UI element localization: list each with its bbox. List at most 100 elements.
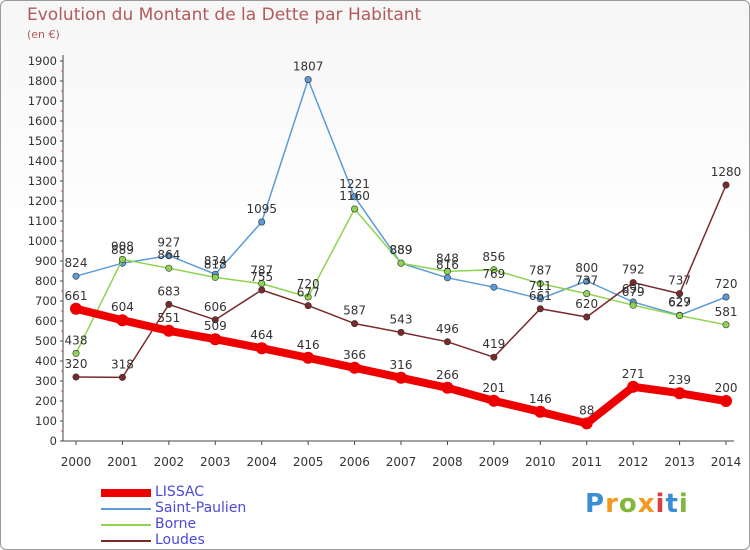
data-label: 661: [529, 289, 552, 303]
legend-label: Borne: [155, 516, 197, 532]
data-point: [397, 328, 405, 336]
data-label: 792: [622, 263, 645, 277]
data-point: [580, 417, 593, 430]
data-label: 720: [297, 277, 320, 291]
data-label: 496: [436, 322, 459, 336]
x-tick-label: 2007: [386, 455, 417, 469]
x-tick-label: 2003: [200, 455, 231, 469]
data-point: [443, 267, 451, 275]
data-point: [258, 218, 266, 226]
data-point: [72, 373, 80, 381]
y-tick-label: 1900: [28, 54, 57, 68]
x-tick-label: 2006: [339, 455, 370, 469]
data-point: [487, 394, 500, 407]
data-point: [722, 293, 730, 301]
x-tick-label: 2011: [571, 455, 602, 469]
x-tick-label: 2001: [107, 455, 138, 469]
data-point: [211, 316, 219, 324]
legend-swatch: [101, 540, 151, 542]
data-point: [443, 338, 451, 346]
y-tick-label: 300: [35, 374, 57, 388]
data-label: 695: [622, 282, 645, 296]
data-point: [165, 252, 173, 260]
data-label: 711: [529, 279, 552, 293]
data-label: 1807: [293, 60, 324, 74]
data-point: [722, 321, 730, 329]
data-label: 737: [668, 274, 691, 288]
y-tick-label: 600: [35, 314, 57, 328]
data-label: 1160: [339, 189, 370, 203]
data-point: [583, 290, 591, 298]
data-label: 683: [157, 284, 180, 298]
data-label: 661: [65, 289, 88, 303]
data-point: [304, 76, 312, 84]
data-label: 629: [668, 295, 691, 309]
chart-title: Evolution du Montant de la Dette par Hab…: [27, 5, 422, 25]
data-point: [536, 305, 544, 313]
data-point: [397, 259, 405, 267]
data-point: [536, 280, 544, 288]
data-point: [534, 405, 547, 418]
data-label: 1221: [339, 177, 370, 191]
data-label: 239: [668, 373, 691, 387]
data-point: [255, 342, 268, 355]
data-label: 581: [715, 305, 738, 319]
y-tick-label: 1100: [28, 214, 57, 228]
x-tick-label: 2004: [246, 455, 277, 469]
data-point: [351, 205, 359, 213]
data-label: 318: [111, 357, 134, 371]
data-point: [720, 395, 733, 407]
data-point: [351, 193, 359, 201]
data-point: [536, 295, 544, 303]
data-point: [490, 353, 498, 361]
x-tick-label: 2010: [525, 455, 556, 469]
data-point: [441, 381, 454, 394]
data-point: [72, 349, 80, 357]
x-tick-label: 2005: [293, 455, 324, 469]
data-label: 800: [575, 261, 598, 275]
data-label: 316: [390, 358, 413, 372]
proxiti-logo: Proxiti: [585, 489, 689, 519]
y-tick-label: 1700: [28, 94, 57, 108]
data-label: 464: [250, 328, 273, 342]
data-label: 816: [436, 258, 459, 272]
data-label: 787: [529, 264, 552, 278]
data-label: 416: [297, 338, 320, 352]
data-point: [211, 273, 219, 281]
data-label: 769: [482, 267, 505, 281]
y-tick-label: 0: [50, 434, 57, 448]
y-tick-label: 1400: [28, 154, 57, 168]
y-tick-label: 1000: [28, 234, 57, 248]
data-label: 677: [297, 286, 320, 300]
data-point: [118, 255, 126, 263]
data-point: [348, 361, 361, 374]
legend-swatch: [101, 489, 151, 497]
data-label: 604: [111, 300, 134, 314]
x-tick-label: 2012: [618, 455, 649, 469]
data-point: [209, 333, 222, 346]
y-tick-label: 1500: [28, 134, 57, 148]
data-label: 606: [204, 300, 227, 314]
data-label: 146: [529, 392, 552, 406]
data-label: 720: [715, 277, 738, 291]
data-point: [116, 314, 129, 327]
data-label: 787: [250, 264, 273, 278]
data-point: [165, 300, 173, 308]
data-point: [304, 293, 312, 301]
data-point: [490, 283, 498, 291]
data-label: 320: [65, 357, 88, 371]
data-point: [627, 380, 640, 393]
data-point: [629, 301, 637, 309]
data-label: 438: [65, 333, 88, 347]
data-label: 1095: [246, 202, 277, 216]
data-label: 824: [65, 256, 88, 270]
y-tick-label: 1600: [28, 114, 57, 128]
data-point: [258, 286, 266, 294]
data-label: 679: [622, 285, 645, 299]
data-label: 927: [157, 236, 180, 250]
data-label: 551: [157, 311, 180, 325]
data-label: 366: [343, 348, 366, 362]
data-point: [629, 279, 637, 287]
data-point: [351, 320, 359, 328]
